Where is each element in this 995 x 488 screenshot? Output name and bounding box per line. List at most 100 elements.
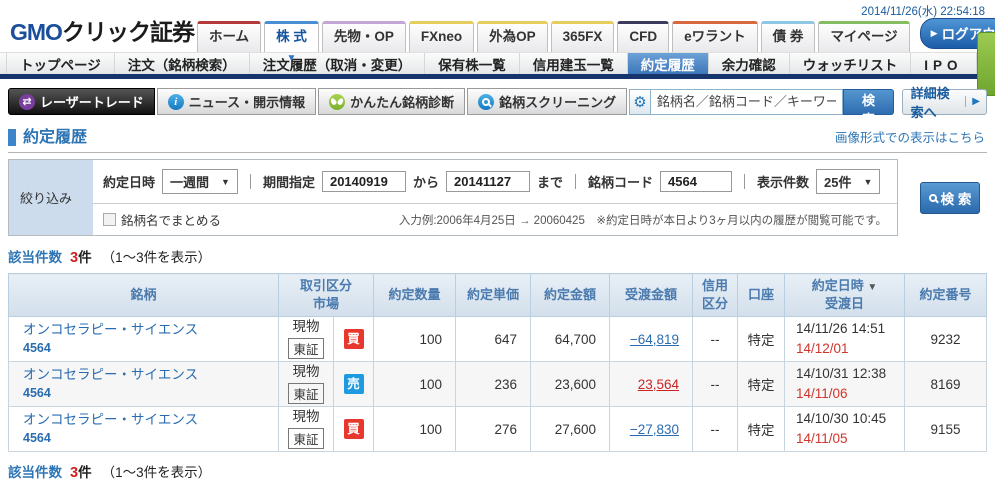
- header: GMOクリック証券 ホーム 株 式▼ 先物・OP FXneo 外為OP 365F…: [0, 0, 995, 52]
- tab-365fx[interactable]: 365FX: [551, 21, 615, 52]
- tab-gaitame-op[interactable]: 外為OP: [477, 21, 548, 52]
- exec-qty: 100: [374, 317, 456, 362]
- brand-logo[interactable]: GMOクリック証券: [10, 21, 194, 52]
- search-settings-button[interactable]: ⚙: [629, 89, 651, 115]
- tab-home[interactable]: ホーム: [197, 21, 261, 52]
- margin-type: --: [693, 407, 738, 452]
- nav-order-history[interactable]: 注文履歴（取消・変更）: [250, 53, 426, 74]
- separator: [744, 174, 745, 189]
- main-tabs: ホーム 株 式▼ 先物・OP FXneo 外為OP 365FX CFD eワラン…: [194, 21, 910, 52]
- image-format-link[interactable]: 画像形式での表示はこちら: [835, 127, 985, 146]
- trade-type: 現物: [279, 364, 333, 380]
- nav-top-page[interactable]: トップページ: [6, 53, 115, 74]
- period-label: 期間指定: [263, 172, 315, 191]
- filter-search-button[interactable]: 検 索: [920, 182, 980, 214]
- nav-order[interactable]: 注文（銘柄検索）: [115, 53, 250, 74]
- exec-qty: 100: [374, 362, 456, 407]
- sort-desc-icon: ▼: [867, 282, 877, 293]
- period-to-input[interactable]: [446, 171, 530, 192]
- market-badge: 東証: [288, 428, 323, 449]
- nav-margin-positions[interactable]: 信用建玉一覧: [520, 53, 628, 74]
- col-price: 約定単価: [456, 274, 531, 317]
- exec-date-label: 約定日時: [103, 172, 155, 191]
- page-title: 約定履歴: [23, 130, 87, 146]
- info-icon: i: [168, 94, 184, 110]
- code-label: 銘柄コード: [588, 172, 653, 191]
- stock-diagnosis-button[interactable]: かんたん銘柄診断: [318, 88, 465, 115]
- side-badge[interactable]: 買: [344, 329, 364, 349]
- stock-code-input[interactable]: [660, 171, 732, 192]
- page-title-row: 約定履歴 画像形式での表示はこちら: [0, 121, 995, 149]
- display-count-select[interactable]: 25件▼: [816, 169, 880, 194]
- filter-search-label: 検 索: [941, 188, 972, 208]
- settlement-amount-link[interactable]: −27,830: [630, 422, 679, 437]
- filter-label: 絞り込み: [9, 160, 93, 235]
- title-accent-bar: [8, 129, 16, 146]
- col-trade-type-line2: 市場: [313, 296, 339, 311]
- dropdown-arrow-icon: ▼: [221, 177, 230, 187]
- execution-history-table: 銘柄 取引区分市場 約定数量 約定単価 約定金額 受渡金額 信用区分 口座 約定…: [8, 273, 987, 452]
- exec-date-select[interactable]: 一週間▼: [162, 169, 238, 194]
- search-icon: [929, 194, 937, 202]
- stock-name-link[interactable]: オンコセラピー・サイエンス: [23, 321, 278, 340]
- nav-holdings[interactable]: 保有株一覧: [425, 53, 520, 74]
- magnifier-icon: [478, 94, 494, 110]
- period-from-input[interactable]: [322, 171, 406, 192]
- settlement-amount-link[interactable]: −64,819: [630, 332, 679, 347]
- separator: [250, 174, 251, 189]
- stock-name-link[interactable]: オンコセラピー・サイエンス: [23, 411, 278, 430]
- symbol-search-zone: ⚙ 検 索 詳細検索へ▶: [629, 89, 987, 115]
- tab-futures-op[interactable]: 先物・OP: [322, 21, 406, 52]
- advanced-search-button[interactable]: 詳細検索へ▶: [902, 89, 987, 115]
- results-range: （1〜3件を表示）: [92, 250, 212, 265]
- delivery-date: 14/12/01: [796, 339, 904, 359]
- symbol-search-button[interactable]: 検 索: [843, 89, 893, 115]
- stock-screening-button[interactable]: 銘柄スクリーニング: [467, 88, 627, 115]
- nav-buying-power[interactable]: 余力確認: [709, 53, 790, 74]
- results-unit: 件: [78, 465, 92, 480]
- margin-type: --: [693, 362, 738, 407]
- stock-name-link[interactable]: オンコセラピー・サイエンス: [23, 366, 278, 385]
- display-count-value: 25件: [824, 172, 851, 191]
- tab-fxneo[interactable]: FXneo: [409, 21, 474, 52]
- tool-button[interactable]: ツール: [977, 32, 995, 96]
- active-tab-caret-icon: ▼: [286, 54, 296, 64]
- results-label: 該当件数: [8, 250, 62, 265]
- col-stock: 銘柄: [9, 274, 279, 317]
- advanced-search-label: 詳細検索へ: [903, 83, 966, 121]
- tab-bonds[interactable]: 債 券: [761, 21, 816, 52]
- delivery-date: 14/11/06: [796, 384, 904, 404]
- nav-watchlist[interactable]: ウォッチリスト: [790, 53, 912, 74]
- results-count: 3: [62, 465, 78, 481]
- nav-ipo[interactable]: IPO: [911, 53, 976, 74]
- tab-cfd[interactable]: CFD: [617, 21, 669, 52]
- tab-mypage[interactable]: マイページ: [818, 21, 909, 52]
- results-label: 該当件数: [8, 465, 62, 480]
- market-badge: 東証: [288, 383, 323, 404]
- col-exec-number: 約定番号: [905, 274, 987, 317]
- laser-trade-button[interactable]: ⇄レーザートレード: [8, 88, 155, 115]
- nav-execution-history[interactable]: 約定履歴: [628, 53, 709, 74]
- group-by-name-label: 銘柄名でまとめる: [121, 210, 221, 229]
- tab-stocks-label: 株 式: [276, 29, 307, 44]
- swap-icon: ⇄: [19, 94, 35, 110]
- col-settlement: 受渡金額: [610, 274, 693, 317]
- symbol-search-input[interactable]: [651, 89, 844, 115]
- exec-datetime: 14/11/26 14:51: [796, 319, 904, 339]
- group-by-name-checkbox[interactable]: [103, 213, 116, 226]
- col-trade-type-line1: 取引区分: [300, 278, 352, 293]
- side-badge[interactable]: 売: [344, 374, 364, 394]
- account-type: 特定: [738, 407, 785, 452]
- settlement-amount-link[interactable]: 23,564: [638, 377, 679, 392]
- separator: [575, 174, 576, 189]
- gear-icon: ⚙: [633, 93, 646, 111]
- col-exec-date-sort[interactable]: 約定日時 ▼受渡日: [785, 274, 905, 317]
- advanced-arrow-icon: ▶: [965, 96, 986, 107]
- diagnosis-label: かんたん銘柄診断: [350, 92, 454, 111]
- filter-row-criteria: 約定日時 一週間▼ 期間指定 から まで 銘柄コード 表示件数 25件▼: [93, 160, 897, 203]
- tab-ewarrant[interactable]: eワラント: [672, 21, 758, 52]
- tab-stocks[interactable]: 株 式▼: [264, 21, 319, 52]
- side-badge[interactable]: 買: [344, 419, 364, 439]
